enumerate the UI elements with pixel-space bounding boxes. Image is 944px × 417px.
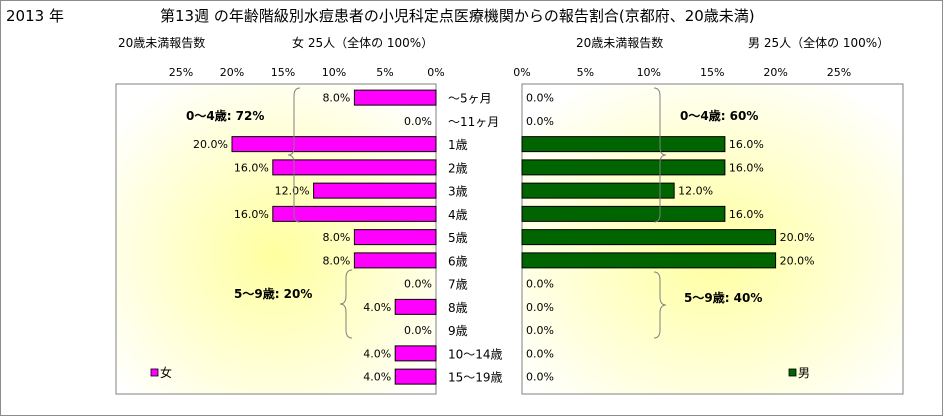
female-data-label: 8.0% bbox=[322, 92, 350, 105]
male-bar bbox=[521, 252, 777, 269]
female-data-label: 4.0% bbox=[363, 301, 391, 314]
left-x-tick-label: 0% bbox=[427, 66, 444, 79]
age-category-label: 6歳 bbox=[448, 254, 468, 268]
female-data-label: 20.0% bbox=[193, 138, 228, 151]
female-bar bbox=[394, 368, 437, 385]
left-x-tick-label: 10% bbox=[322, 66, 346, 79]
female-data-label: 0.0% bbox=[404, 278, 432, 291]
male-data-label: 16.0% bbox=[729, 208, 764, 221]
left-x-tick-label: 25% bbox=[169, 66, 193, 79]
right-x-tick-label: 5% bbox=[577, 66, 594, 79]
age-category-label: 9歳 bbox=[448, 324, 468, 338]
age-category-label: 7歳 bbox=[448, 278, 468, 292]
female-data-label: 8.0% bbox=[322, 254, 350, 267]
right-x-tick-label: 25% bbox=[827, 66, 851, 79]
age-category-label: ～11ヶ月 bbox=[448, 115, 499, 129]
age-category-label: 3歳 bbox=[448, 185, 468, 199]
female-annotation-0-4: 0～4歳: 72% bbox=[186, 108, 264, 123]
chart-title: 第13週 の年齢階級別水痘患者の小児科定点医療機関からの報告割合(京都府、20歳… bbox=[160, 7, 755, 25]
male-data-label: 16.0% bbox=[729, 161, 764, 174]
left-report-count-label: 20歳未満報告数 bbox=[118, 36, 206, 50]
age-category-label: 15～19歳 bbox=[448, 371, 503, 385]
male-data-label: 20.0% bbox=[780, 254, 815, 267]
male-data-label: 0.0% bbox=[526, 115, 554, 128]
male-legend-label: 男 bbox=[798, 366, 810, 380]
female-bar bbox=[394, 345, 437, 362]
right-x-tick-label: 20% bbox=[763, 66, 787, 79]
male-bar bbox=[521, 229, 777, 246]
female-bar bbox=[272, 159, 437, 176]
female-data-label: 4.0% bbox=[363, 371, 391, 384]
male-bar bbox=[521, 182, 675, 199]
right-summary-label: 男 25人（全体の 100%） bbox=[748, 36, 890, 50]
year-label: 2013 年 bbox=[6, 7, 64, 25]
right-x-tick-label: 0% bbox=[513, 66, 530, 79]
female-bar bbox=[353, 229, 437, 246]
age-category-label: 10～14歳 bbox=[448, 347, 503, 361]
female-data-label: 4.0% bbox=[363, 347, 391, 360]
male-data-label: 0.0% bbox=[526, 371, 554, 384]
female-annotation-5-9: 5～9歳: 20% bbox=[234, 286, 312, 301]
left-x-tick-label: 15% bbox=[271, 66, 295, 79]
age-category-label: 2歳 bbox=[448, 161, 468, 175]
male-data-label: 12.0% bbox=[678, 185, 713, 198]
male-data-label: 0.0% bbox=[526, 324, 554, 337]
right-brace-5-9 bbox=[653, 271, 667, 339]
male-annotation-5-9: 5～9歳: 40% bbox=[684, 290, 762, 305]
male-data-label: 0.0% bbox=[526, 347, 554, 360]
right-brace-0-4 bbox=[653, 87, 667, 223]
female-data-label: 0.0% bbox=[404, 324, 432, 337]
male-legend-swatch bbox=[788, 368, 797, 377]
male-data-label: 20.0% bbox=[780, 231, 815, 244]
female-data-label: 16.0% bbox=[234, 208, 269, 221]
left-summary-label: 女 25人（全体の 100%） bbox=[292, 36, 434, 50]
female-bar bbox=[313, 182, 437, 199]
female-bar bbox=[272, 205, 437, 222]
male-bar bbox=[521, 205, 726, 222]
female-bar bbox=[394, 298, 437, 315]
female-bar bbox=[353, 89, 437, 106]
female-legend-label: 女 bbox=[160, 365, 172, 380]
female-data-label: 12.0% bbox=[275, 185, 310, 198]
age-category-label: 1歳 bbox=[448, 138, 468, 152]
female-bar bbox=[231, 136, 437, 153]
male-bar bbox=[521, 159, 726, 176]
age-category-label: 4歳 bbox=[448, 208, 468, 222]
left-x-tick-label: 20% bbox=[220, 66, 244, 79]
left-brace-0-4 bbox=[287, 87, 301, 223]
left-brace-5-9 bbox=[339, 269, 353, 339]
female-data-label: 0.0% bbox=[404, 115, 432, 128]
male-annotation-0-4: 0～4歳: 60% bbox=[680, 108, 758, 123]
age-category-label: ～5ヶ月 bbox=[448, 92, 492, 106]
male-data-label: 0.0% bbox=[526, 301, 554, 314]
age-category-label: 5歳 bbox=[448, 231, 468, 245]
female-legend-swatch bbox=[150, 368, 159, 377]
female-bar bbox=[353, 252, 437, 269]
male-data-label: 16.0% bbox=[729, 138, 764, 151]
female-data-label: 8.0% bbox=[322, 231, 350, 244]
age-category-label: 8歳 bbox=[448, 301, 468, 315]
male-bar bbox=[521, 136, 726, 153]
right-report-count-label: 20歳未満報告数 bbox=[576, 36, 664, 50]
right-x-tick-label: 15% bbox=[700, 66, 724, 79]
female-data-label: 16.0% bbox=[234, 161, 269, 174]
left-x-tick-label: 5% bbox=[376, 66, 393, 79]
male-data-label: 0.0% bbox=[526, 92, 554, 105]
right-x-tick-label: 10% bbox=[637, 66, 661, 79]
male-data-label: 0.0% bbox=[526, 278, 554, 291]
